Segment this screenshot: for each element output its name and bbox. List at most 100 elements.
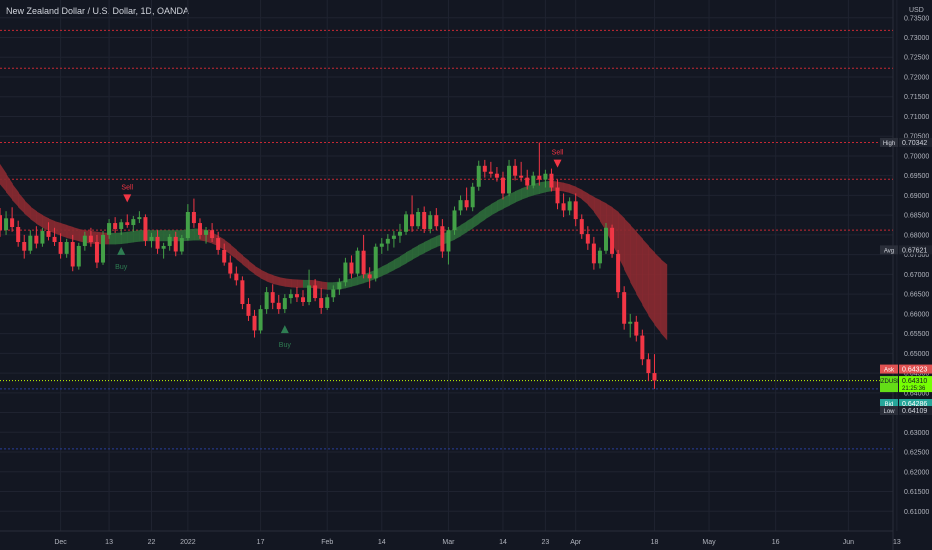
candle[interactable] (373, 246, 378, 279)
candle[interactable] (4, 218, 9, 231)
candle[interactable] (143, 217, 148, 241)
candle[interactable] (167, 236, 172, 246)
candle[interactable] (228, 262, 233, 274)
candle[interactable] (434, 215, 439, 227)
candle[interactable] (252, 315, 257, 331)
candle[interactable] (385, 238, 390, 244)
candle[interactable] (131, 219, 136, 226)
candle[interactable] (458, 200, 463, 211)
candle[interactable] (101, 234, 106, 263)
candle[interactable] (64, 242, 69, 254)
candle[interactable] (76, 245, 81, 267)
candle[interactable] (513, 165, 518, 176)
candle[interactable] (646, 359, 651, 374)
candle[interactable] (52, 236, 57, 243)
candle[interactable] (361, 250, 366, 275)
candle[interactable] (149, 236, 154, 241)
candle[interactable] (422, 212, 427, 229)
candle[interactable] (397, 231, 402, 236)
candle[interactable] (428, 215, 433, 229)
candle[interactable] (204, 230, 209, 235)
candle[interactable] (652, 373, 657, 381)
candle[interactable] (452, 210, 457, 231)
candle[interactable] (507, 165, 512, 194)
candle[interactable] (416, 212, 421, 227)
candle[interactable] (482, 165, 487, 172)
candle[interactable] (313, 285, 318, 299)
candle[interactable] (579, 219, 584, 235)
candle[interactable] (555, 187, 560, 204)
candle[interactable] (270, 292, 275, 303)
candle[interactable] (616, 253, 621, 293)
candle[interactable] (379, 243, 384, 247)
candle[interactable] (337, 282, 342, 290)
candle[interactable] (197, 223, 202, 235)
candle[interactable] (391, 235, 396, 239)
candle[interactable] (604, 227, 608, 251)
candle[interactable] (610, 227, 615, 254)
candle[interactable] (210, 230, 215, 239)
candle[interactable] (494, 173, 499, 178)
candle[interactable] (113, 223, 118, 229)
candle[interactable] (288, 294, 293, 299)
candle[interactable] (264, 292, 269, 310)
candle[interactable] (70, 242, 75, 267)
candle[interactable] (440, 226, 445, 252)
candle[interactable] (410, 214, 415, 227)
candle[interactable] (191, 212, 196, 224)
candle[interactable] (276, 302, 281, 310)
candle[interactable] (500, 177, 505, 194)
candle[interactable] (470, 186, 475, 208)
candle[interactable] (22, 242, 27, 251)
candle[interactable] (282, 298, 287, 310)
candle[interactable] (88, 235, 93, 243)
candle[interactable] (573, 201, 578, 220)
candle[interactable] (34, 235, 39, 244)
candle[interactable] (591, 243, 596, 264)
candle[interactable] (622, 292, 627, 324)
candle[interactable] (585, 234, 590, 244)
candle[interactable] (94, 242, 99, 263)
candle[interactable] (567, 201, 572, 211)
candle[interactable] (519, 175, 524, 178)
candle[interactable] (307, 285, 312, 303)
candle[interactable] (82, 235, 87, 246)
candle[interactable] (301, 297, 305, 303)
candle[interactable] (179, 238, 184, 252)
candle[interactable] (446, 230, 451, 252)
candle[interactable] (355, 250, 360, 274)
candle[interactable] (404, 214, 409, 232)
candle[interactable] (367, 274, 372, 279)
candle[interactable] (16, 227, 21, 243)
candle[interactable] (155, 236, 160, 249)
candle[interactable] (125, 222, 130, 226)
candle[interactable] (537, 175, 542, 180)
candle[interactable] (216, 238, 221, 250)
candle[interactable] (561, 203, 566, 211)
candle[interactable] (10, 218, 15, 228)
candle[interactable] (464, 200, 469, 208)
candle[interactable] (222, 249, 227, 263)
candle[interactable] (240, 280, 245, 304)
candle[interactable] (173, 236, 178, 252)
candle[interactable] (343, 262, 348, 283)
candle[interactable] (640, 335, 645, 360)
candle[interactable] (107, 223, 112, 235)
time-axis[interactable]: Dec 13 22 2022 17 Feb 14 Mar 14 23 Apr 18 May 16 Jun 13… (54, 539, 932, 546)
candle[interactable] (234, 273, 239, 281)
candle[interactable] (58, 242, 63, 254)
candle[interactable] (549, 173, 554, 188)
candle[interactable] (137, 217, 142, 220)
candle[interactable] (325, 297, 330, 308)
candle[interactable] (258, 309, 263, 331)
candle[interactable] (628, 321, 633, 324)
candle[interactable] (0, 215, 2, 231)
candle[interactable] (531, 175, 536, 186)
candle[interactable] (319, 298, 324, 308)
candle[interactable] (40, 230, 45, 244)
candle[interactable] (476, 165, 481, 187)
candle[interactable] (349, 262, 354, 274)
candle[interactable] (161, 245, 166, 249)
candle[interactable] (634, 321, 639, 336)
